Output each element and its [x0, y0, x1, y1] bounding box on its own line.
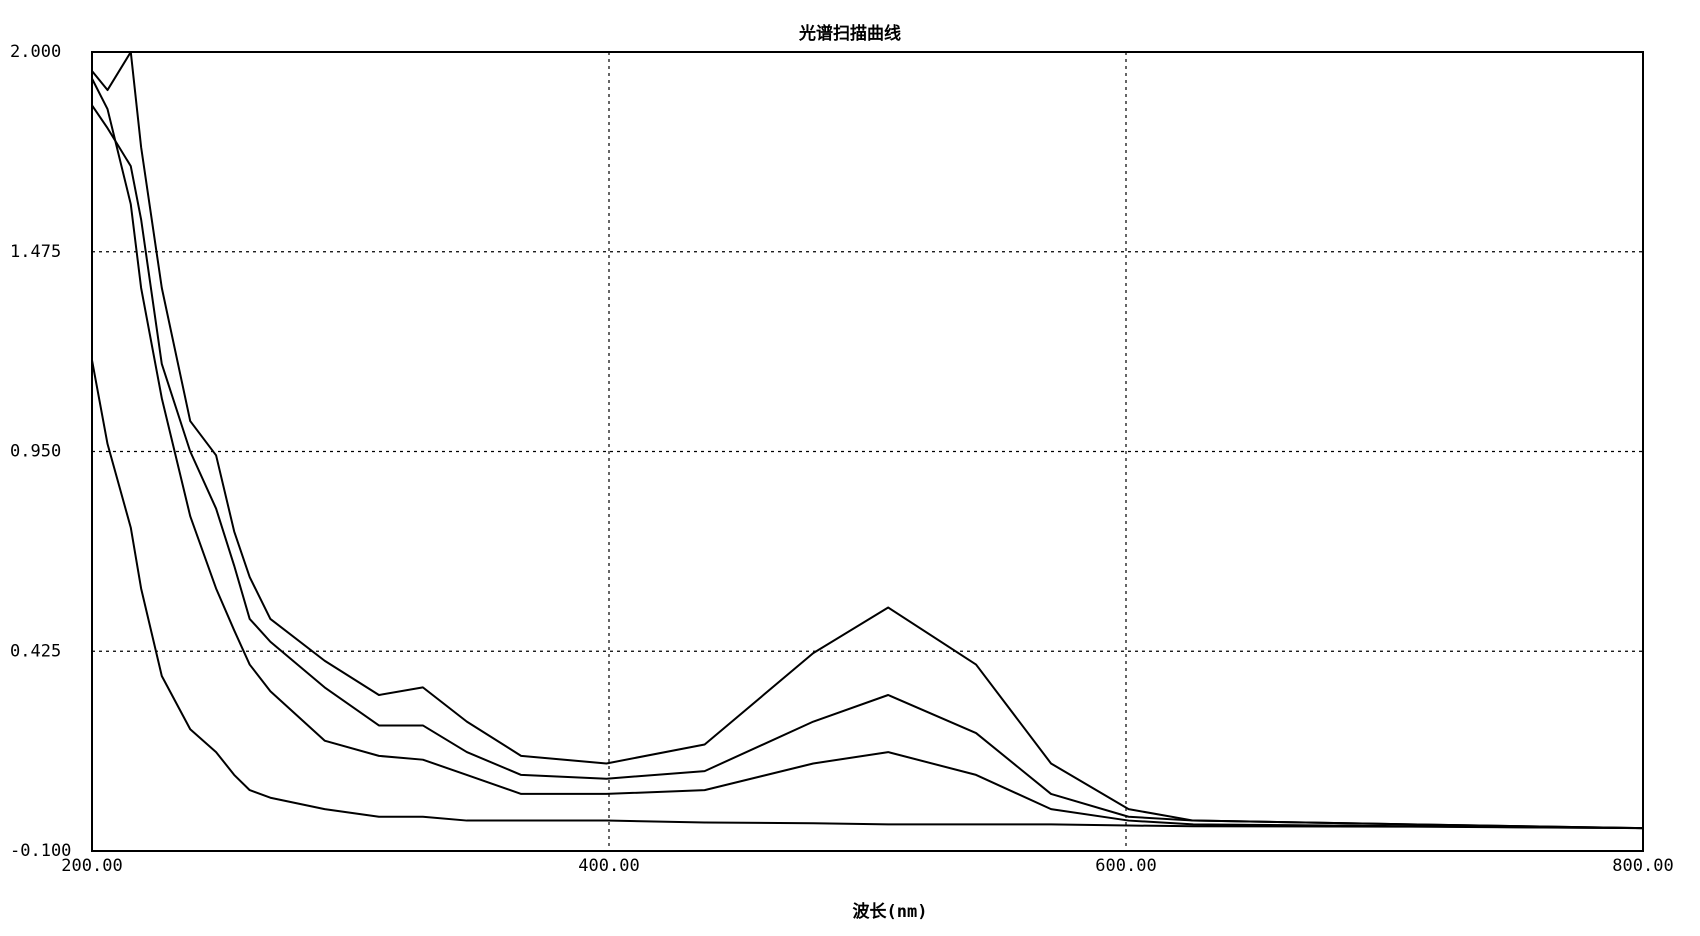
- x-tick-label: 400.00: [578, 856, 639, 876]
- y-tick-label: 0.950: [10, 442, 61, 462]
- y-tick-label: 1.475: [10, 242, 61, 262]
- spectrum-line: [91, 104, 1644, 830]
- chart-title: 光谱扫描曲线: [798, 23, 901, 44]
- x-axis-label: 波长(nm): [853, 901, 928, 922]
- spectrum-line: [91, 51, 1644, 830]
- x-tick-label: 800.00: [1612, 856, 1673, 876]
- spectrum-line: [91, 78, 1644, 830]
- y-tick-label: 2.000: [10, 42, 61, 62]
- x-tick-label: 600.00: [1095, 856, 1156, 876]
- y-tick-label: -0.100: [10, 841, 71, 861]
- x-tick-label: 200.00: [61, 856, 122, 876]
- y-tick-label: 0.425: [10, 641, 61, 661]
- spectrum-line: [91, 360, 1644, 830]
